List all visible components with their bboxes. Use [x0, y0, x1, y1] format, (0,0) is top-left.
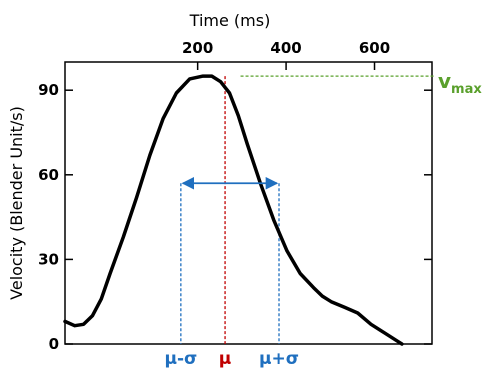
plot-frame	[64, 61, 433, 345]
y-tick-label: 30	[38, 250, 59, 268]
y-tick-label: 60	[38, 166, 59, 184]
x-tick-label: 200	[182, 39, 213, 57]
y-axis-title: Velocity (Blender Unit/s)	[7, 106, 26, 300]
vmax-label: vmax	[438, 69, 482, 97]
mu-plus-sigma-label: μ+σ	[259, 349, 299, 369]
vmax-label-sub: max	[451, 82, 482, 97]
y-tick-label: 90	[38, 81, 59, 99]
vmax-label-main: v	[438, 69, 451, 93]
x-tick-label: 400	[270, 39, 301, 57]
series-line	[63, 74, 404, 346]
ticks: 200 400 600 0 30 60 90	[38, 39, 432, 353]
y-tick-label: 0	[49, 335, 59, 353]
x-tick-label: 600	[359, 39, 390, 57]
x-axis-title: Time (ms)	[189, 11, 271, 30]
mu-minus-sigma-label: μ-σ	[164, 349, 197, 369]
mu-label: μ	[219, 349, 232, 369]
